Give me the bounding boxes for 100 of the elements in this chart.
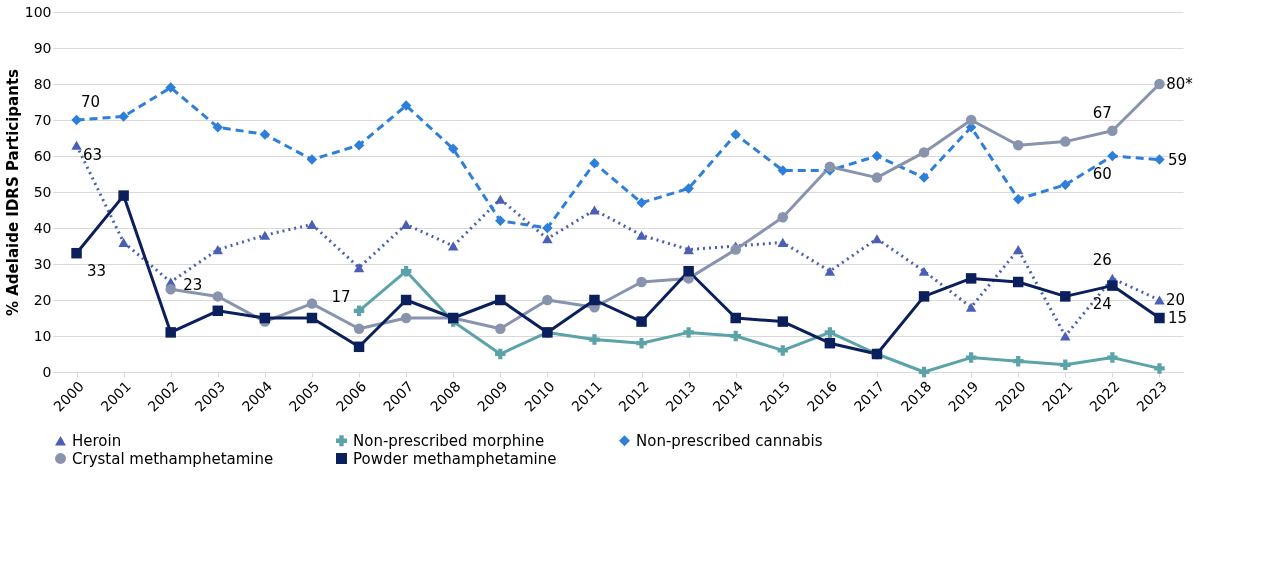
point (400, 294, 412, 306)
point (730, 129, 741, 140)
point (118, 190, 129, 201)
point (400, 312, 412, 324)
point (353, 263, 365, 273)
point (683, 183, 694, 194)
point (118, 237, 129, 247)
point (1154, 312, 1165, 324)
y-tick-label: 0 (42, 363, 52, 380)
y-tick-label: 60 (33, 147, 52, 164)
point (1012, 245, 1024, 255)
legend-label: Powder methamphetamine (353, 449, 557, 468)
data-label: 33 (86, 262, 107, 281)
point (1060, 179, 1071, 191)
point (542, 294, 553, 306)
point (683, 265, 694, 277)
point (777, 345, 789, 356)
point (306, 298, 318, 309)
point (353, 341, 365, 353)
point (1060, 291, 1071, 302)
point (918, 291, 930, 302)
point (353, 305, 365, 317)
data-label: 67 (1092, 103, 1112, 122)
point (824, 337, 836, 349)
data-label: 60 (1092, 165, 1112, 183)
point (683, 327, 694, 338)
point (259, 230, 271, 240)
point (118, 111, 129, 122)
point (589, 157, 600, 169)
data-label: 23 (183, 276, 203, 295)
data-label: 80* (1166, 75, 1194, 93)
point (353, 139, 365, 151)
data-label: 59 (1167, 150, 1188, 169)
point (824, 161, 836, 173)
y-tick-label: 50 (33, 183, 52, 200)
point (1154, 295, 1165, 305)
point (447, 241, 459, 251)
legend-label: Crystal methamphetamine (72, 449, 274, 468)
point (1154, 154, 1165, 165)
legend-label: Heroin (72, 431, 122, 450)
point (212, 245, 224, 255)
point (965, 273, 977, 284)
point (71, 247, 82, 259)
point (1012, 355, 1024, 367)
point (495, 294, 506, 306)
point (636, 316, 647, 327)
point (353, 323, 365, 335)
point (71, 114, 82, 126)
data-label: 15 (1167, 309, 1188, 327)
point (542, 234, 553, 244)
point (636, 337, 647, 349)
point (871, 150, 883, 162)
point (730, 330, 741, 342)
point (1154, 78, 1165, 90)
point (306, 312, 318, 324)
point (259, 312, 271, 324)
point (1060, 359, 1071, 371)
data-label: 63 (82, 146, 103, 165)
point (306, 219, 318, 229)
point (212, 305, 224, 317)
point (918, 266, 930, 276)
data-label: 20 (1165, 291, 1186, 309)
point (400, 100, 412, 111)
point (965, 352, 977, 363)
point (495, 215, 506, 227)
point (542, 222, 553, 234)
point (589, 334, 600, 345)
point (212, 121, 224, 133)
y-tick-label: 10 (33, 327, 52, 344)
point (777, 237, 789, 247)
data-label: 26 (1092, 251, 1112, 270)
point (1060, 331, 1071, 341)
y-tick-label: 40 (33, 219, 52, 236)
point (636, 276, 647, 288)
y-tick-label: 20 (33, 291, 52, 308)
point (71, 140, 82, 150)
point (495, 348, 506, 360)
point (447, 143, 459, 155)
y-tick-label: 70 (33, 111, 52, 128)
point (1012, 139, 1024, 151)
y-axis-title: % Adelaide IDRS Participants (3, 68, 22, 317)
point (1154, 363, 1165, 374)
point (871, 234, 883, 244)
point (495, 323, 506, 335)
data-label: 17 (331, 287, 351, 306)
data-label: 24 (1092, 294, 1112, 313)
legend-label: Non-prescribed morphine (353, 431, 545, 450)
point (636, 230, 647, 240)
point (165, 82, 176, 93)
point (871, 172, 883, 183)
point (1107, 150, 1118, 162)
point (1107, 125, 1118, 137)
point (683, 245, 694, 255)
point (259, 129, 271, 140)
point (1012, 193, 1024, 205)
point (636, 197, 647, 209)
y-tick-label: 30 (33, 255, 52, 272)
y-tick-label: 80 (33, 75, 52, 92)
y-tick-label: 100 (24, 3, 52, 20)
point (495, 194, 506, 204)
